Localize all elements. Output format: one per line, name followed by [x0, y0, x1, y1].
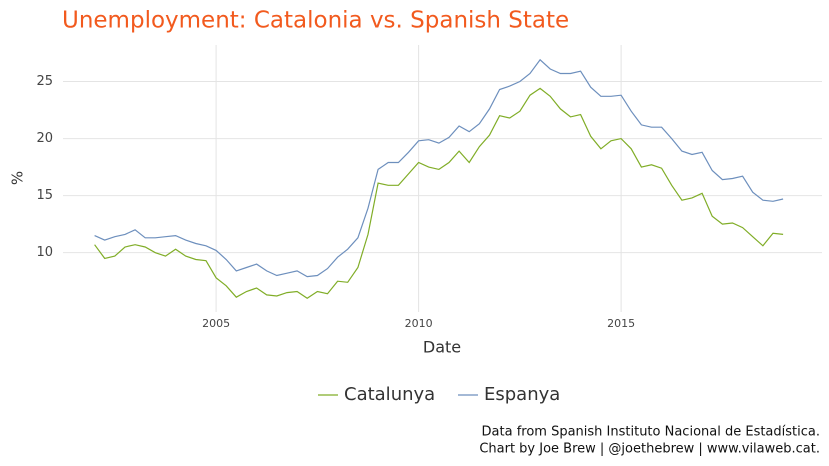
- x-tick-label: 2010: [405, 317, 433, 330]
- y-axis-label: %: [9, 171, 27, 185]
- x-tick-label: 2005: [202, 317, 230, 330]
- x-axis-label: Date: [423, 338, 461, 357]
- caption: Chart by Joe Brew | @joethebrew | www.vi…: [479, 442, 820, 457]
- line: [94, 58, 784, 278]
- y-tick-label: 20: [36, 131, 53, 146]
- x-tick-label: 2015: [607, 317, 635, 330]
- y-tick-label: 25: [36, 74, 53, 89]
- caption: Data from Spanish Instituto Nacional de …: [482, 425, 820, 440]
- legend-label: Espanya: [484, 384, 560, 405]
- line: [94, 87, 784, 300]
- legend-label: Catalunya: [344, 384, 435, 405]
- y-tick-label: 10: [36, 245, 53, 260]
- y-tick-label: 15: [36, 188, 53, 203]
- chart-title: Unemployment: Catalonia vs. Spanish Stat…: [62, 8, 569, 34]
